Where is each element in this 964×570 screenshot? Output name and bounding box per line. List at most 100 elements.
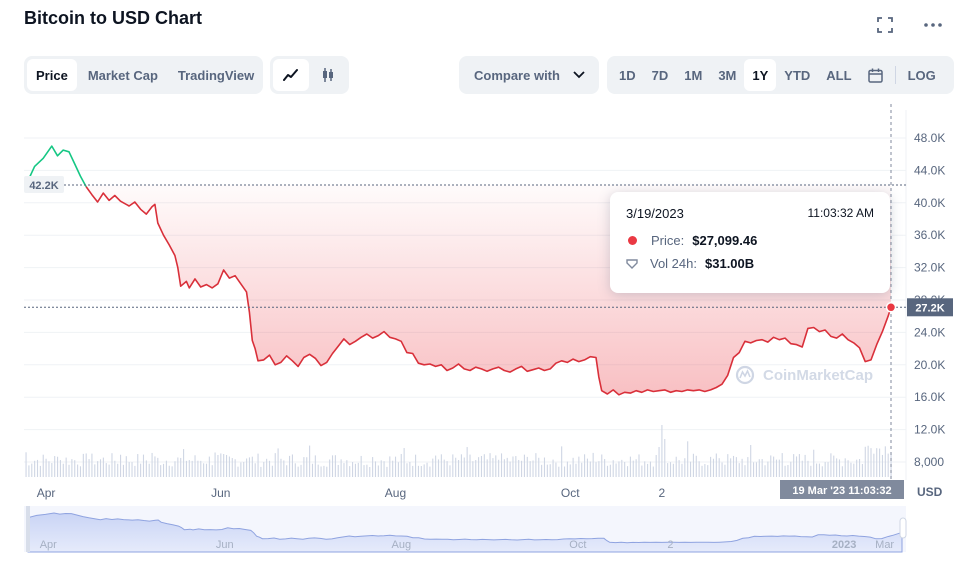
compare-with-label: Compare with [474,67,560,83]
volume-bar [463,457,465,477]
volume-bar [105,463,107,477]
tab-tradingview[interactable]: TradingView [177,67,255,83]
volume-bar [412,465,414,477]
range-ytd[interactable]: YTD [784,67,811,83]
volume-bar [162,463,165,477]
volume-bar [240,462,242,477]
candlestick-button[interactable] [311,59,347,91]
volume-bar [710,456,712,477]
volume-bar [458,460,460,477]
range-7d[interactable]: 7D [651,67,669,83]
y-tick-label: 16.0K [914,390,945,404]
volume-bar [145,460,147,477]
log-toggle[interactable]: LOG [907,67,936,83]
navigator-area [27,512,903,553]
volume-bar [435,455,437,477]
price-line-green [25,145,87,187]
volume-bar [572,457,574,477]
volume-bar [320,466,322,477]
y-tick-label: 40.0K [914,196,945,210]
volume-bar [626,466,629,477]
y-tick-label: 20.0K [914,358,945,372]
range-all[interactable]: ALL [826,67,852,83]
volume-bar [291,454,293,477]
volume-bar [526,456,528,477]
more-icon[interactable] [922,14,944,36]
volume-bar [449,465,451,477]
crosshair-date-label: 19 Mar '23 11:03:32 [780,480,904,499]
range-navigator[interactable]: Apr Jun Aug Oct 2 2023 Mar [24,506,907,553]
coinmarketcap-logo-icon [735,365,755,385]
volume-bar [598,461,600,477]
volume-bar [65,457,67,477]
range-1d[interactable]: 1D [619,67,636,83]
volume-bar [257,453,259,477]
volume-bar [853,463,855,477]
volume-bar [838,459,841,477]
navigator-tick-label: Aug [392,539,412,551]
volume-bar [54,456,56,477]
tooltip-time: 11:03:32 AM [807,206,875,220]
volume-bar [372,457,374,477]
volume-bar [97,461,99,477]
volume-bar [861,463,863,477]
volume-bar [397,462,399,477]
navigator-right-handle[interactable] [899,517,907,539]
volume-bar [148,463,150,477]
y-tick-label: 48.0K [914,131,945,145]
volume-bar [455,457,457,477]
volume-bar [185,460,187,477]
volume-bar [237,466,239,477]
volume-bar [489,453,491,477]
volume-bar [380,460,382,477]
currency-label: USD [917,485,943,499]
navigator-tick-label: Mar [875,539,894,551]
volume-bar [727,454,729,477]
volume-bar [203,463,205,477]
volume-bar [171,466,173,477]
tab-market-cap[interactable]: Market Cap [87,67,158,83]
compare-with-dropdown[interactable]: Compare with [459,56,599,94]
tooltip-vol-value: $31.00B [705,256,755,271]
navigator-tick-label: 2 [667,539,673,551]
volume-bar [177,457,179,477]
volume-bar [71,459,73,477]
range-1y[interactable]: 1Y [744,59,777,91]
line-chart-button[interactable] [273,59,309,91]
volume-bar [154,456,156,477]
calendar-button[interactable] [860,59,891,91]
volume-bar [68,464,70,477]
volume-bar [478,457,480,477]
volume-bar [142,454,145,477]
volume-bar [326,466,328,477]
volume-bar [632,460,634,477]
volume-bar [687,441,689,477]
tab-price[interactable]: Price [27,59,77,91]
volume-bar [569,464,571,477]
volume-bar [311,463,314,477]
volume-bar [870,448,872,477]
range-1m[interactable]: 1M [684,67,703,83]
expand-icon[interactable] [874,14,896,36]
volume-bar [160,465,162,477]
range-3m[interactable]: 3M [718,67,737,83]
chevron-down-icon [573,71,585,79]
volume-bar [194,455,196,477]
volume-bar [466,447,468,477]
volume-bar [818,463,820,477]
volume-bar [349,466,351,477]
navigator-left-handle[interactable] [26,506,30,552]
volume-bar [790,461,792,477]
volume-bar [122,464,124,477]
volume-bar [758,459,760,477]
volume-bar [231,458,233,477]
volume-bar [641,465,643,477]
volume-bar [747,457,749,477]
crosshair-label-bg [780,480,904,499]
volume-bar [475,460,477,477]
volume-bar [300,464,302,477]
volume-bar [82,453,84,477]
volume-bar [744,465,746,477]
volume-bar [618,461,620,477]
volume-bar [586,458,588,477]
